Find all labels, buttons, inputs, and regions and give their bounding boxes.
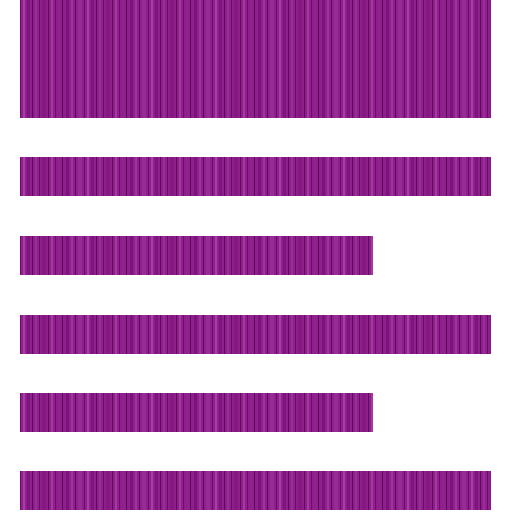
text-line — [20, 236, 373, 275]
text-line — [20, 393, 373, 432]
text-line — [20, 315, 491, 354]
text-line — [20, 471, 491, 510]
text-line — [20, 157, 491, 196]
heading-bar — [20, 0, 491, 118]
